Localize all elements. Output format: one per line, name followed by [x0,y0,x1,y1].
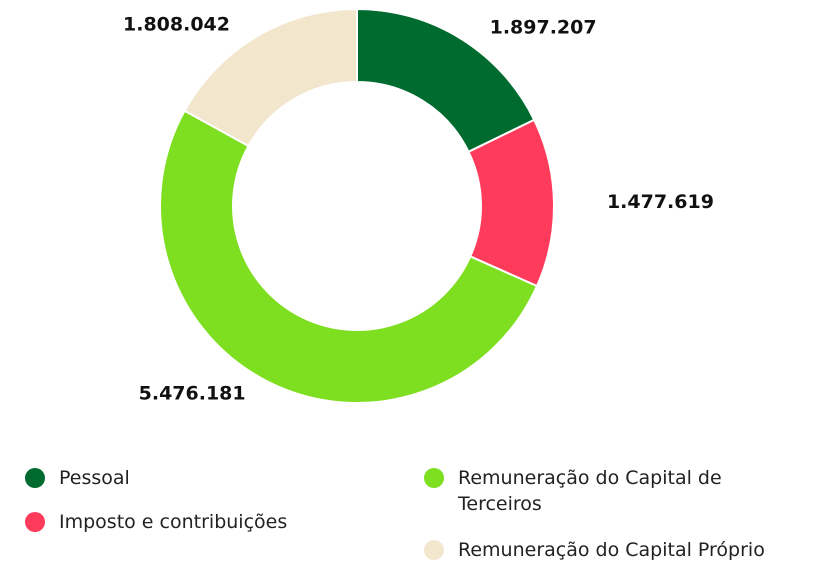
legend-label: Imposto e contribuições [59,511,288,533]
legend-item: Remuneração do Capital Próprio [424,537,765,563]
value-label: 5.476.181 [139,383,246,405]
legend-swatch [25,512,45,532]
value-label: 1.897.207 [490,16,597,38]
legend-swatch [424,468,444,488]
donut: 1.897.207 1.477.619 5.476.181 1.808.042 [123,7,714,405]
legend-item: Pessoal [25,465,130,491]
donut-slice [183,7,358,148]
legend-label: Remuneração do Capital de Terceiros [458,467,722,515]
donut-slice [159,109,539,404]
legend-label: Remuneração do Capital Próprio [458,539,765,561]
value-label: 1.808.042 [123,14,230,36]
legend-item: Remuneração do Capital de Terceiros [424,465,724,517]
legend-item: Imposto e contribuições [25,509,287,535]
value-label: 1.477.619 [607,191,714,213]
legend-label: Pessoal [59,467,130,489]
legend-swatch [25,468,45,488]
legend-swatch [424,540,444,560]
